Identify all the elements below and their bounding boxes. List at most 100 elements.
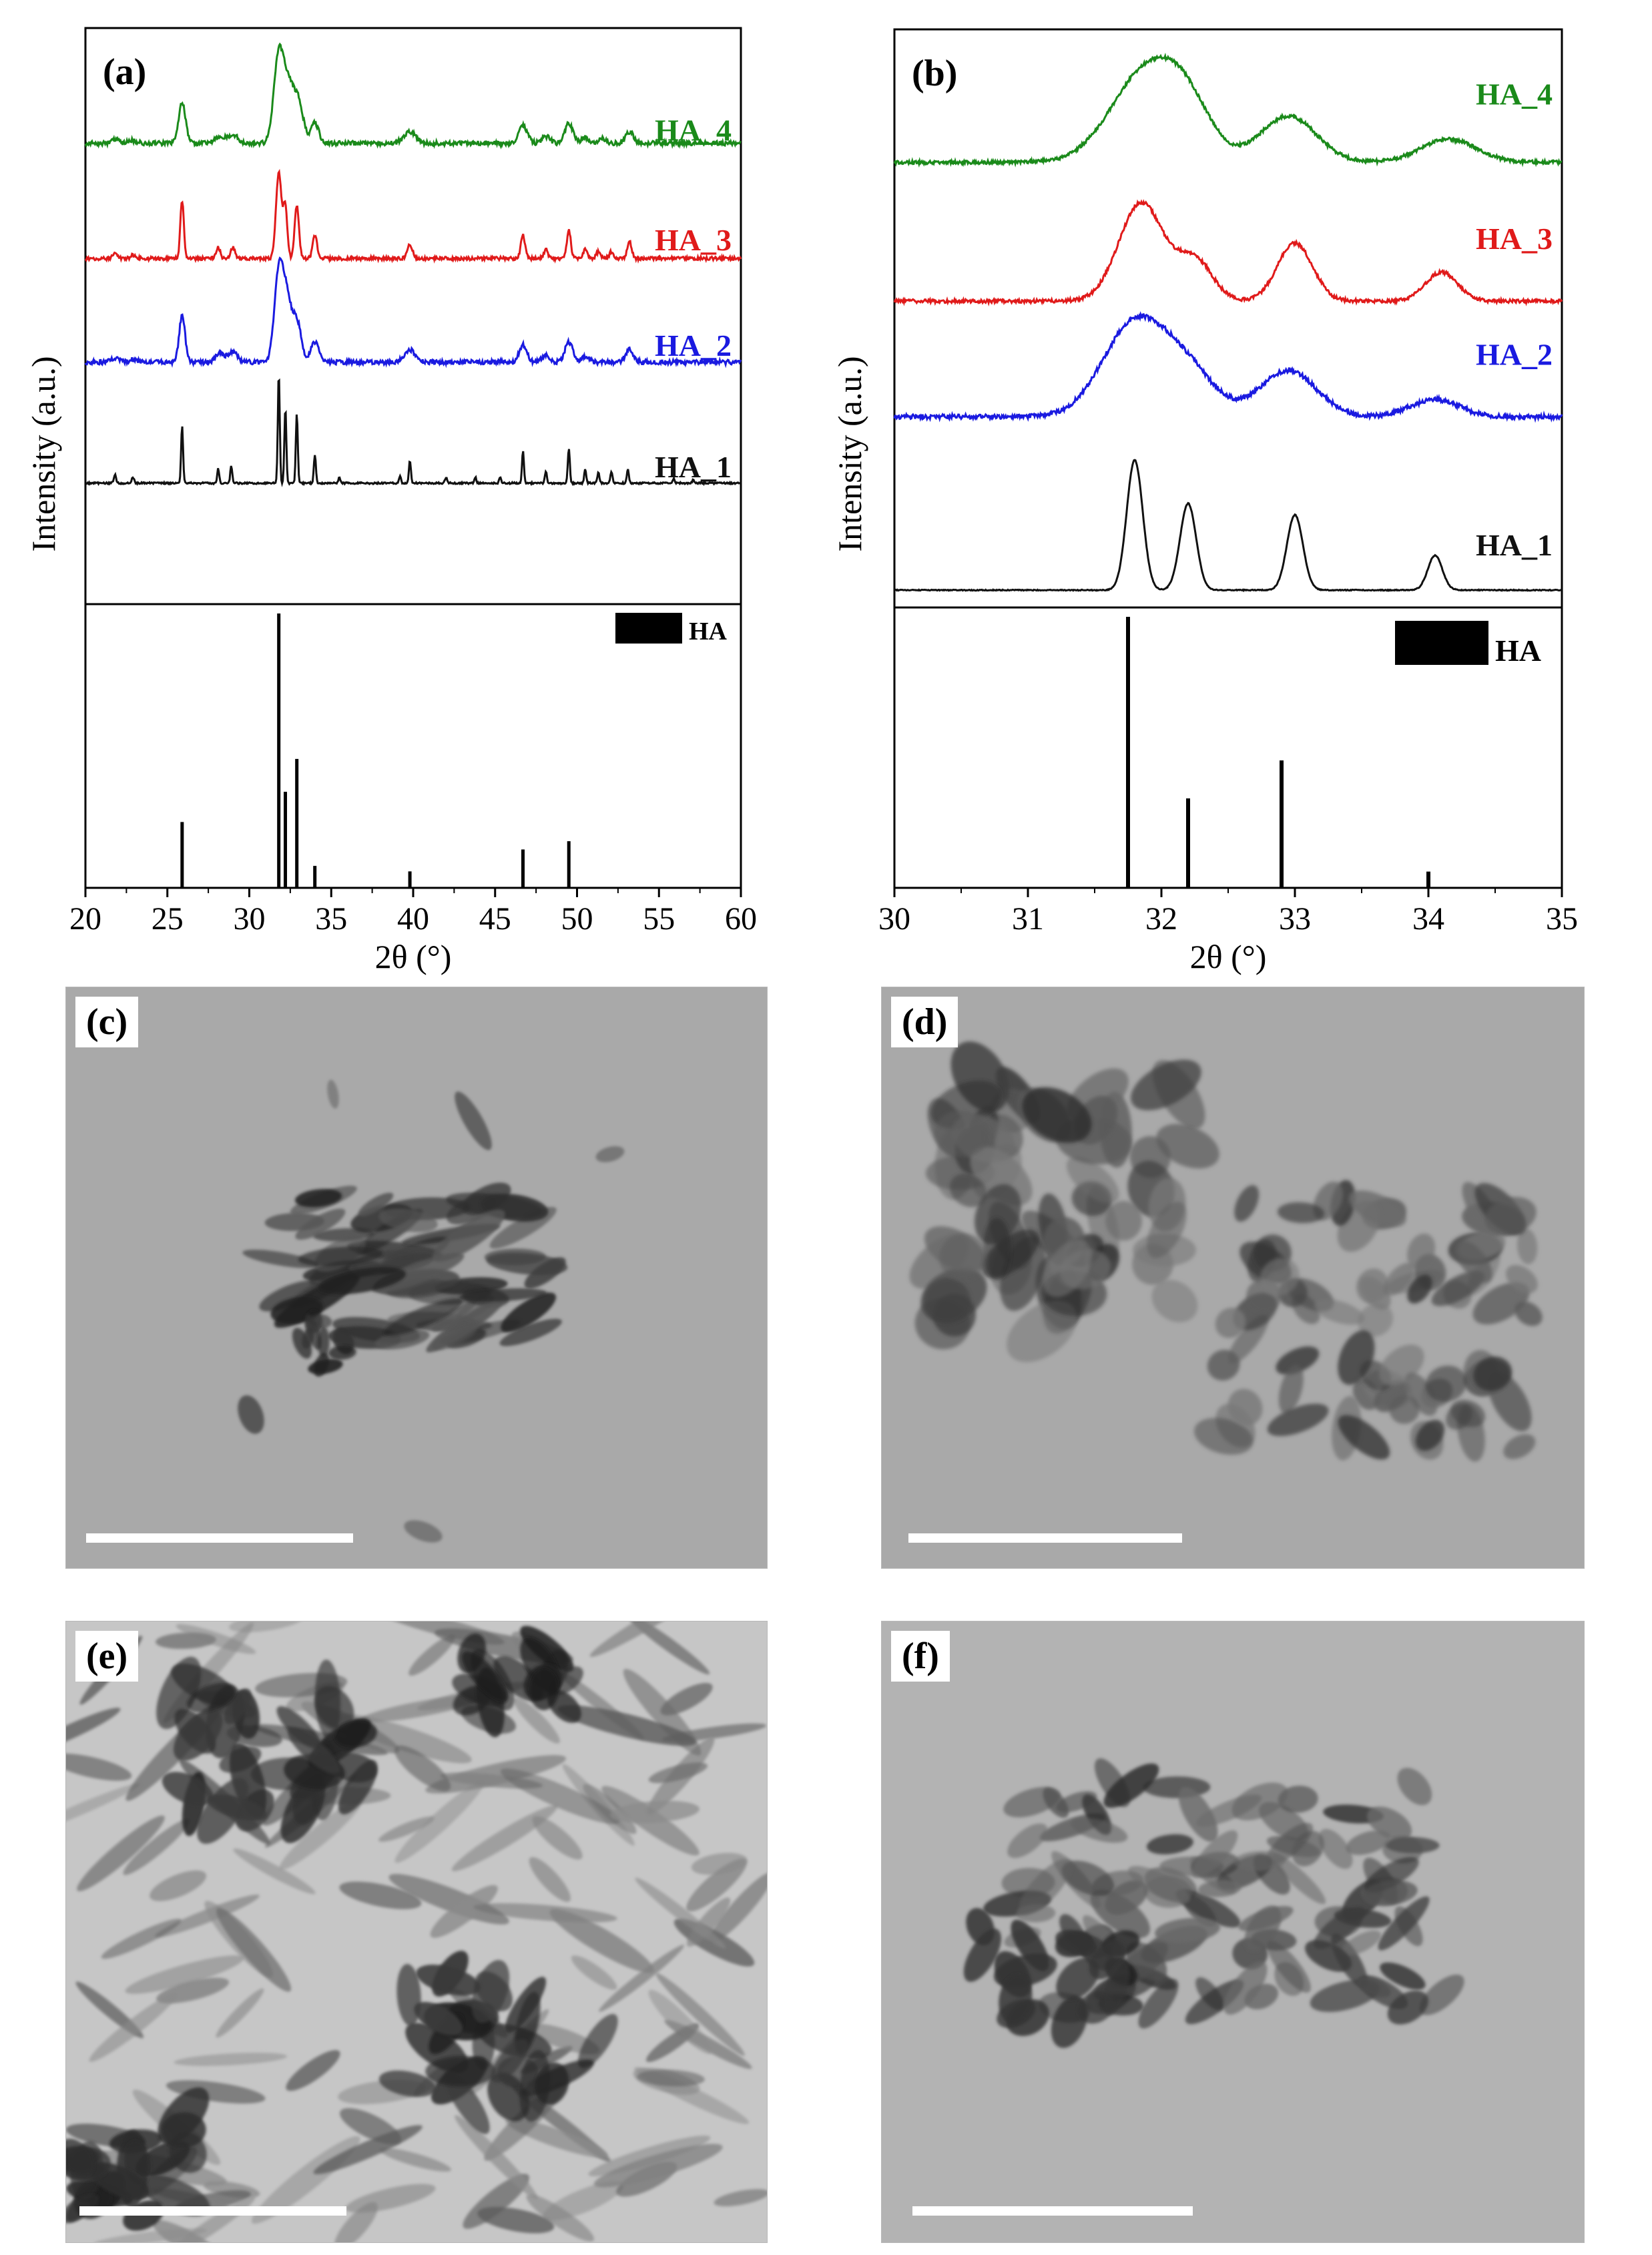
nanoparticle — [1505, 1264, 1538, 1294]
x-tick-label: 31 — [1012, 901, 1044, 937]
y-axis-label: Intensity (a.u.) — [25, 356, 62, 552]
tem-image-f: (f) — [881, 1621, 1585, 2243]
tem-particles-e — [66, 1621, 767, 2242]
nanoparticle — [589, 1621, 706, 1658]
nanoparticle — [1070, 1817, 1128, 1843]
scale-bar-f — [912, 2206, 1193, 2216]
nanoparticle — [339, 1881, 422, 1909]
nanoparticle — [1348, 1190, 1406, 1227]
nanoparticle — [1406, 1233, 1436, 1270]
nanoparticle — [461, 1651, 509, 1702]
nanoparticle — [714, 2189, 767, 2207]
series-line-ha_3 — [84, 169, 742, 264]
nanoparticle — [408, 1635, 455, 1676]
nanoparticle — [484, 1248, 546, 1266]
x-tick-label: 32 — [1145, 901, 1177, 937]
nanoparticle — [637, 2069, 705, 2087]
nanoparticle — [432, 1322, 479, 1350]
nanoparticle — [1419, 1974, 1464, 2015]
nanoparticle — [288, 1728, 340, 1774]
nanoparticle — [1043, 1240, 1092, 1298]
nanoparticle — [1338, 1330, 1375, 1385]
nanoparticle — [501, 1292, 556, 1332]
nanoparticle — [635, 1877, 726, 1949]
nanoparticle — [1105, 1201, 1142, 1241]
panel-label-a: (a) — [103, 51, 146, 93]
nanoparticle — [383, 1298, 463, 1336]
nanoparticle — [1191, 1830, 1238, 1878]
nanoparticle — [1356, 1268, 1389, 1304]
tem-image-e: (e) — [65, 1621, 768, 2243]
x-tick-label: 35 — [1546, 901, 1578, 937]
nanoparticle — [279, 1798, 363, 1870]
nanoparticle — [1472, 1282, 1530, 1325]
xrd-panel-b: HA_4 HA_3 HA_2 HA_1 HA 30 31 32 33 34 35 2θ (°) Inte… — [828, 0, 1652, 988]
nanoparticle — [1266, 1941, 1311, 1993]
panel-label-c: (c) — [75, 997, 139, 1047]
tem-image-d: (d) — [881, 987, 1585, 1569]
nanoparticle — [294, 1189, 342, 1208]
nanoparticle — [1397, 1768, 1432, 1806]
nanoparticle — [425, 2055, 497, 2087]
nanoparticle — [648, 1762, 708, 1784]
scale-bar-c — [86, 1533, 353, 1543]
nanoparticle — [1156, 1123, 1219, 1169]
nanoparticle — [150, 1870, 207, 1901]
nanoparticle — [216, 1908, 292, 1992]
series-label-ha_1: HA_1 — [1476, 528, 1553, 562]
nanoparticle — [1105, 1880, 1148, 1915]
nanoparticle — [1178, 1786, 1218, 1842]
nanoparticle — [1473, 1356, 1512, 1391]
reference-legend-swatch — [1395, 621, 1488, 665]
nanoparticle — [1007, 1300, 1077, 1362]
series-line-ha_3 — [893, 199, 1563, 306]
nanoparticle — [123, 1818, 190, 1875]
nanoparticle — [593, 2144, 723, 2188]
nanoparticle — [317, 1326, 330, 1358]
nanoparticle — [1278, 1785, 1318, 1813]
nanoparticle — [394, 1745, 451, 1792]
tem-image-c: (c) — [65, 987, 768, 1569]
nanoparticle — [1147, 1202, 1187, 1258]
series-label-ha_3: HA_3 — [1476, 222, 1553, 256]
nanoparticle — [1267, 1403, 1329, 1437]
xrd-chart-a: HA_4 HA_3 HA_2 HA_1 HA 20 25 30 35 40 45 50 55 60 2θ (… — [25, 27, 757, 975]
nanoparticle — [1128, 1866, 1190, 1903]
nanoparticle — [1215, 1308, 1246, 1338]
nanoparticle — [1022, 1087, 1092, 1143]
series-line-ha_2 — [84, 256, 742, 368]
reference-legend-label: HA — [1495, 634, 1541, 668]
nanoparticle — [1019, 1858, 1072, 1916]
nanoparticle — [528, 2023, 600, 2055]
nanoparticle — [599, 1945, 685, 2012]
nanoparticle — [101, 1919, 182, 1959]
nanoparticle — [1407, 1274, 1432, 1304]
nanoparticle — [156, 1656, 202, 1730]
nanoparticle — [571, 1955, 617, 1990]
nanoparticle — [655, 1973, 745, 2056]
series-line-ha_1 — [894, 459, 1563, 593]
nanoparticle — [1238, 1906, 1294, 1931]
nanoparticle — [1454, 1240, 1492, 1283]
panel-label-b: (b) — [912, 53, 957, 94]
x-tick-label: 35 — [315, 901, 347, 937]
nanoparticle — [89, 1993, 178, 2062]
nanoparticle — [425, 1755, 567, 1794]
nanoparticle — [970, 1146, 1033, 1206]
x-tick-label: 55 — [643, 901, 675, 937]
nanoparticle — [315, 1660, 341, 1740]
scale-bar-d — [908, 1533, 1182, 1543]
nanoparticle — [686, 1858, 747, 1912]
panel-label-e: (e) — [75, 1631, 139, 1682]
nanoparticle — [1338, 1415, 1390, 1460]
nanoparticle — [334, 2202, 378, 2242]
nanoparticle — [505, 1977, 547, 2033]
nanoparticle — [166, 2080, 266, 2104]
nanoparticle — [1277, 1202, 1325, 1224]
nanoparticle — [1197, 1880, 1242, 1897]
nanoparticle — [298, 1246, 383, 1266]
x-tick-label: 60 — [725, 901, 757, 937]
nanoparticle — [1233, 1850, 1286, 1871]
nanoparticle — [451, 1805, 557, 1872]
nanoparticle — [999, 1974, 1033, 2024]
